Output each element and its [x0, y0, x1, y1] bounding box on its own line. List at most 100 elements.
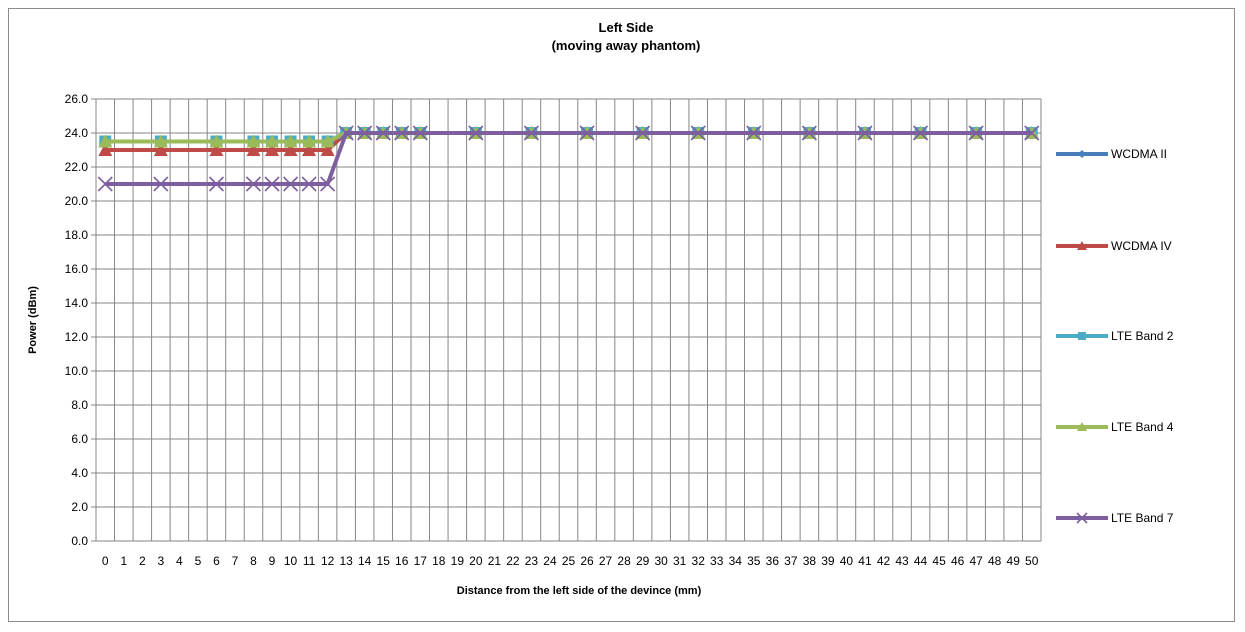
data-point: [523, 125, 540, 141]
x-tick-label: 36: [766, 554, 780, 568]
legend-item: WCDMA IV: [1056, 239, 1172, 253]
data-point: [320, 134, 335, 148]
data-point: [635, 125, 651, 141]
x-tick-label: 21: [488, 554, 502, 568]
data-point: [301, 176, 317, 192]
legend-label: WCDMA IV: [1111, 239, 1172, 253]
x-tick-label: 46: [951, 554, 965, 568]
x-tick-label: 39: [821, 554, 835, 568]
data-point: [245, 176, 262, 192]
data-point: [209, 143, 224, 156]
data-point: [209, 134, 224, 148]
y-tick-label: 24.0: [65, 126, 89, 140]
data-point: [690, 125, 706, 141]
legend-label: LTE Band 7: [1111, 511, 1174, 525]
legend-item: LTE Band 7: [1056, 511, 1174, 525]
y-tick-labels: 0.0 2.0 4.0 6.0 8.0 10.0 12.0 14.0 16.0 18.0 20.0 2…: [65, 92, 89, 548]
series-wcdma-ii: [99, 127, 1038, 148]
x-tick-label: 40: [840, 554, 854, 568]
x-tick-label: 2: [139, 554, 146, 568]
data-point: [265, 134, 280, 148]
y-tick-label: 6.0: [71, 432, 88, 446]
y-tick-label: 18.0: [65, 228, 89, 242]
data-point: [97, 176, 113, 192]
x-tick-label: 45: [932, 554, 946, 568]
axes: [91, 98, 1041, 542]
chart-frame: Left Side (moving away phantom) 0.0 2.0 4.…: [8, 8, 1235, 622]
data-point: [153, 134, 168, 148]
data-point: [338, 125, 354, 141]
data-point: [283, 143, 298, 156]
y-tick-label: 8.0: [71, 398, 88, 412]
y-tick-label: 20.0: [65, 194, 89, 208]
chart-title: Left Side: [599, 20, 654, 35]
x-tick-label: 42: [877, 554, 891, 568]
legend-label: WCDMA II: [1111, 147, 1167, 161]
y-tick-label: 16.0: [65, 262, 89, 276]
x-tick-label: 32: [692, 554, 706, 568]
legend-item: WCDMA II: [1056, 147, 1167, 161]
x-tick-label: 41: [858, 554, 872, 568]
x-tick-label: 5: [195, 554, 202, 568]
data-point: [265, 143, 280, 156]
data-point: [1078, 332, 1086, 340]
x-tick-label: 49: [1007, 554, 1021, 568]
x-tick-label: 6: [213, 554, 220, 568]
data-point: [468, 125, 484, 141]
x-tick-label: 14: [358, 554, 372, 568]
x-tick-label: 22: [506, 554, 520, 568]
x-tick-label: 43: [895, 554, 909, 568]
y-tick-label: 2.0: [71, 500, 88, 514]
x-tick-label: 11: [303, 554, 316, 568]
data-point: [282, 176, 299, 192]
x-tick-label: 1: [120, 554, 127, 568]
x-tick-label: 8: [250, 554, 257, 568]
x-tick-label: 9: [269, 554, 276, 568]
series-lte-band-4: [98, 126, 1039, 148]
x-tick-label: 48: [988, 554, 1002, 568]
data-point: [912, 125, 929, 141]
grid: [96, 98, 1042, 541]
y-axis-title: Power (dBm): [27, 286, 39, 354]
x-tick-label: 50: [1025, 554, 1039, 568]
legend: WCDMA II WCDMA IV LTE Band 2 LTE Band 4 LTE …: [1056, 147, 1174, 525]
data-point: [746, 125, 762, 141]
y-tick-label: 10.0: [65, 364, 89, 378]
x-tick-label: 4: [176, 554, 183, 568]
legend-item: LTE Band 4: [1056, 420, 1174, 434]
x-tick-label: 19: [451, 554, 465, 568]
x-tick-label: 18: [432, 554, 446, 568]
data-point: [579, 125, 595, 141]
data-point: [394, 125, 410, 141]
x-tick-label: 38: [803, 554, 817, 568]
line-chart: Left Side (moving away phantom) 0.0 2.0 4.…: [27, 20, 1174, 597]
data-point: [412, 125, 428, 141]
x-tick-label: 37: [784, 554, 798, 568]
x-tick-label: 31: [673, 554, 687, 568]
data-point: [320, 176, 336, 192]
x-tick-label: 15: [377, 554, 391, 568]
legend-item: LTE Band 2: [1056, 329, 1174, 343]
data-point: [801, 125, 817, 141]
data-point: [153, 143, 168, 156]
x-tick-label: 25: [562, 554, 576, 568]
series-lte-band-2: [99, 127, 1038, 148]
data-point: [357, 125, 373, 141]
data-point: [1077, 422, 1087, 431]
data-point: [1024, 125, 1040, 141]
data-point: [320, 143, 335, 156]
y-tick-label: 26.0: [65, 92, 89, 106]
x-tick-label: 17: [414, 554, 428, 568]
x-tick-label: 10: [284, 554, 298, 568]
x-tick-label: 30: [654, 554, 668, 568]
x-tick-label: 16: [395, 554, 409, 568]
data-point: [1076, 512, 1088, 524]
y-tick-label: 0.0: [71, 534, 88, 548]
data-point: [208, 176, 225, 192]
data-point: [375, 125, 391, 141]
data-point: [98, 134, 113, 148]
x-tick-labels: 0 1 2 3 4 5 6 7 8 9 10 11 12 13 14 15 16 17 18 19 20 21 22 23 24…: [102, 554, 1039, 568]
data-point: [302, 143, 317, 156]
x-tick-label: 12: [321, 554, 335, 568]
x-tick-label: 35: [747, 554, 761, 568]
